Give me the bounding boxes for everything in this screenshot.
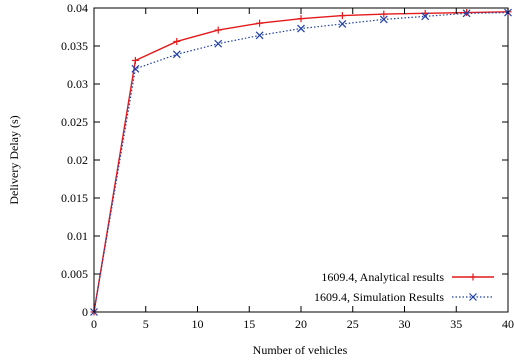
x-tick-label: 15 bbox=[243, 317, 255, 331]
series-2-point bbox=[462, 9, 471, 18]
marker-stroke bbox=[421, 12, 430, 21]
plot-area bbox=[90, 7, 512, 316]
marker-stroke bbox=[379, 15, 388, 24]
y-tick-label: 0.025 bbox=[61, 115, 88, 129]
marker-stroke bbox=[462, 9, 471, 18]
series-line-1 bbox=[93, 11, 509, 313]
y-axis-title: Delivery Delay (s) bbox=[7, 115, 21, 204]
legend-entry-marker bbox=[469, 293, 477, 301]
marker-stroke bbox=[297, 24, 305, 33]
series-1-point bbox=[131, 56, 139, 64]
series-1-point bbox=[256, 19, 264, 27]
y-tick-label: 0.03 bbox=[67, 77, 88, 91]
y-tick-label: 0.02 bbox=[67, 153, 88, 167]
x-tick-label: 25 bbox=[347, 317, 359, 331]
marker-stroke bbox=[338, 20, 347, 28]
plot-frame bbox=[93, 7, 509, 313]
marker-stroke bbox=[469, 293, 477, 301]
legend: 1609.4, Analytical results 1609.4, Simula… bbox=[314, 270, 494, 304]
series-2-point bbox=[297, 24, 305, 33]
x-tick-label: 35 bbox=[450, 317, 462, 331]
series-2-point bbox=[255, 31, 264, 40]
y-tick-label: 0.035 bbox=[61, 39, 88, 53]
legend-entry-marker bbox=[469, 273, 477, 281]
axis-ticks: 0 5 10 15 20 25 30 35 40 0 0.005 0.01 0.015 0.02 0.025… bbox=[61, 1, 514, 331]
series-line-2 bbox=[93, 11, 509, 313]
x-axis-title: Number of vehicles bbox=[253, 343, 348, 357]
x-tick-label: 10 bbox=[192, 317, 204, 331]
x-tick-label: 20 bbox=[295, 317, 307, 331]
marker-stroke bbox=[255, 31, 264, 40]
x-tick-label: 40 bbox=[502, 317, 514, 331]
series-1-point bbox=[297, 15, 305, 23]
marker-stroke bbox=[172, 50, 181, 59]
y-tick-label: 0 bbox=[82, 305, 88, 319]
legend-entry-label: 1609.4, Analytical results bbox=[321, 270, 444, 284]
y-tick-label: 0.015 bbox=[61, 191, 88, 205]
series-1-point bbox=[214, 26, 222, 34]
marker-stroke bbox=[214, 39, 223, 48]
legend-entry-label: 1609.4, Simulation Results bbox=[314, 290, 444, 304]
series-1-point bbox=[338, 12, 346, 20]
x-tick-label: 5 bbox=[143, 317, 149, 331]
series-2-point bbox=[214, 39, 223, 48]
x-tick-label: 30 bbox=[399, 317, 411, 331]
y-tick-label: 0.04 bbox=[67, 1, 88, 15]
series-1-point bbox=[380, 10, 388, 18]
marker-stroke bbox=[131, 64, 140, 73]
series-2-point bbox=[131, 64, 140, 73]
y-tick-label: 0.005 bbox=[61, 267, 88, 281]
series-1-point bbox=[173, 37, 181, 45]
series-2-point bbox=[172, 50, 181, 59]
series-2-point bbox=[421, 12, 430, 21]
x-tick-label: 0 bbox=[91, 317, 97, 331]
series-2-point bbox=[379, 15, 388, 24]
y-tick-label: 0.01 bbox=[67, 229, 88, 243]
series-2-point bbox=[338, 20, 347, 28]
